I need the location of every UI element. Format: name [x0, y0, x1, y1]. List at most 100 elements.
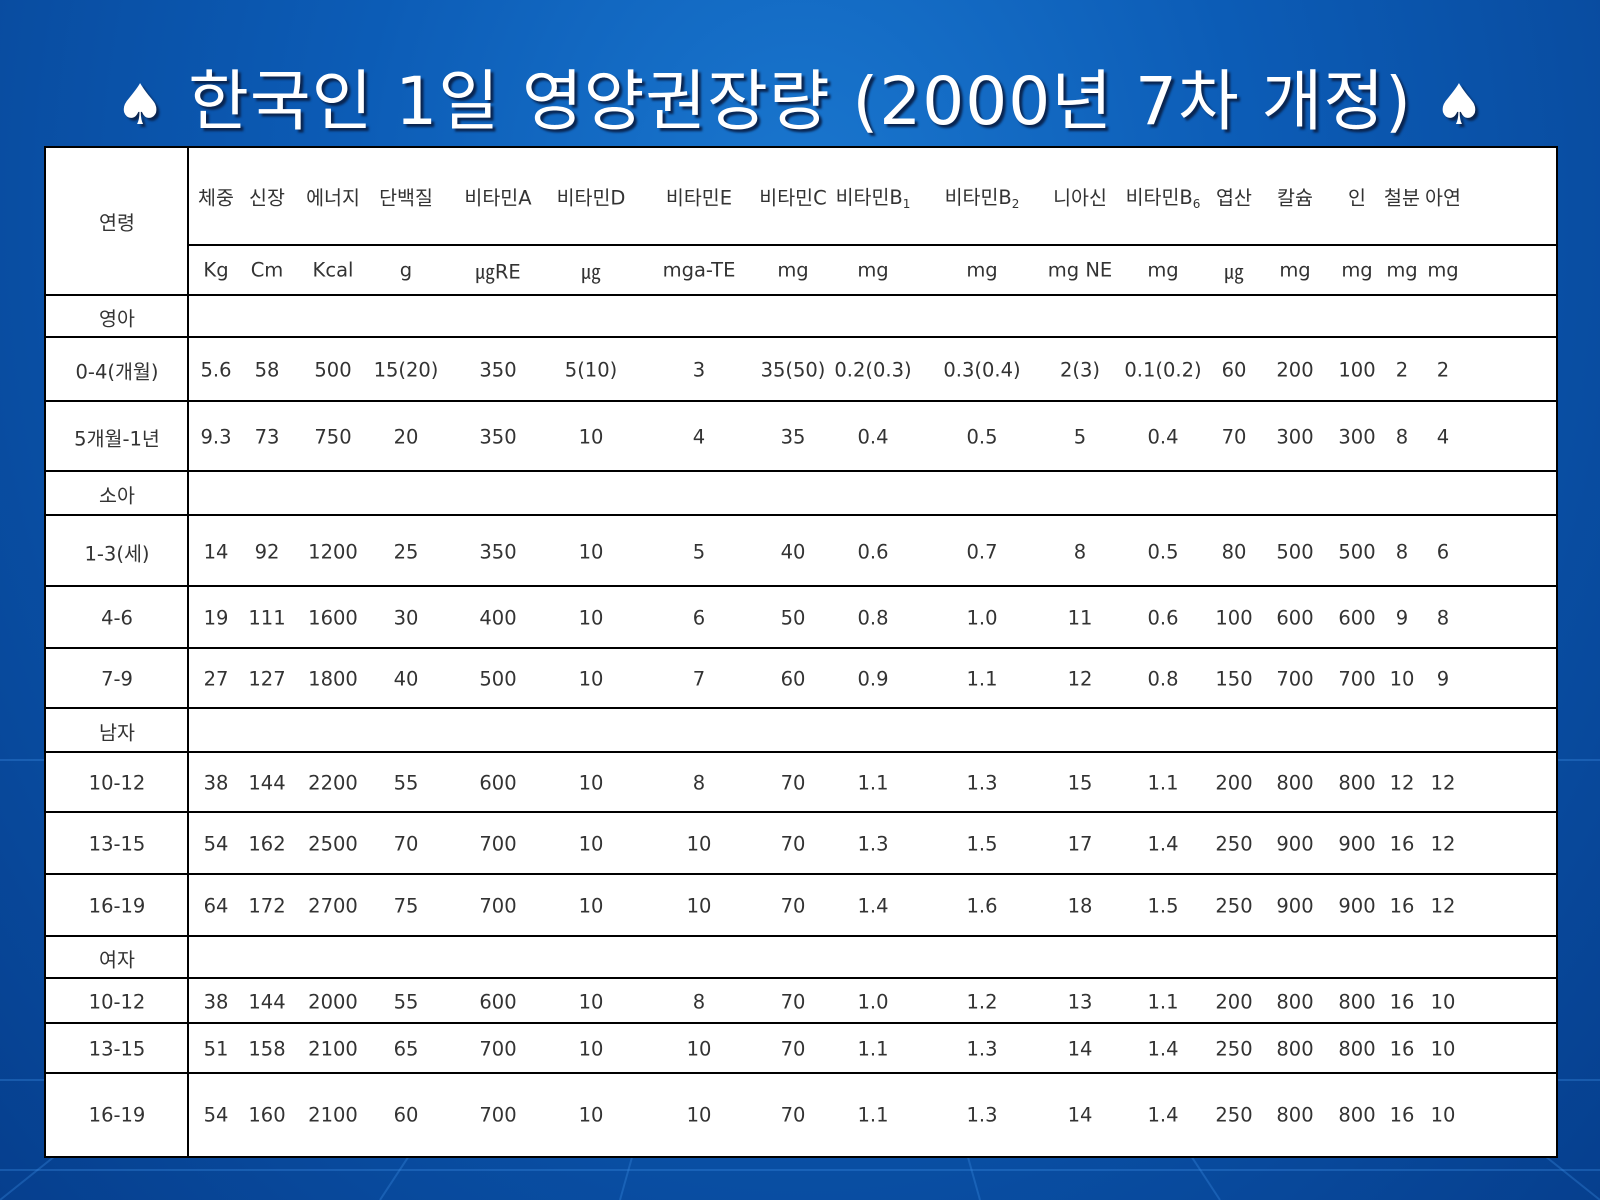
table-cell: 700 — [479, 1037, 517, 1061]
group-label: 소아 — [99, 484, 135, 508]
table-cell: 600 — [1338, 606, 1376, 630]
table-rule — [46, 647, 1556, 649]
table-cell: 1.2 — [966, 990, 998, 1013]
table-cell: 10 — [686, 1103, 712, 1127]
table-cell: 1.1 — [1147, 990, 1179, 1013]
table-cell: 500 — [479, 667, 517, 691]
table-cell: 1.3 — [857, 832, 889, 856]
table-cell: 14 — [203, 540, 229, 563]
table-cell: 6 — [1436, 540, 1450, 563]
table-cell: 51 — [203, 1037, 229, 1061]
table-cell: 600 — [479, 771, 517, 795]
table-rule — [46, 935, 1556, 937]
table-cell: 30 — [393, 606, 419, 630]
table-rule — [46, 707, 1556, 709]
column-unit: mg — [966, 258, 998, 282]
table-cell: 16 — [1389, 894, 1415, 918]
table-cell: 38 — [203, 990, 229, 1013]
table-cell: 8 — [692, 771, 706, 795]
table-cell: 10 — [686, 1037, 712, 1061]
column-unit: Kcal — [312, 258, 354, 282]
table-cell: 800 — [1276, 1037, 1314, 1061]
table-rule — [46, 751, 1556, 753]
table-cell: 0.8 — [857, 606, 889, 630]
column-unit: Cm — [250, 258, 284, 282]
table-cell: 10 — [578, 1103, 604, 1127]
table-cell: 54 — [203, 832, 229, 856]
table-cell: 38 — [203, 771, 229, 795]
table-cell: 1200 — [308, 540, 358, 563]
column-unit: mg — [1341, 258, 1373, 282]
group-label: 남자 — [99, 721, 135, 745]
table-cell: 6 — [692, 606, 706, 630]
column-unit: mg — [1147, 258, 1179, 282]
table-cell: 0.8 — [1147, 667, 1179, 691]
table-cell: 900 — [1276, 832, 1314, 856]
column-header: 비타민E — [665, 186, 733, 210]
table-cell: 60 — [1221, 358, 1247, 382]
table-cell: 12 — [1389, 771, 1415, 795]
table-cell: 35 — [780, 425, 806, 449]
table-cell: 0.2(0.3) — [834, 358, 912, 382]
table-cell: 40 — [780, 540, 806, 563]
spade-icon: ♠ — [1433, 73, 1486, 138]
table-cell: 60 — [780, 667, 806, 691]
table-cell: 9 — [1395, 606, 1409, 630]
table-cell: 250 — [1215, 1037, 1253, 1061]
table-cell: 70 — [780, 990, 806, 1013]
table-rule — [46, 336, 1556, 338]
age-label: 10-12 — [88, 990, 146, 1013]
table-cell: 75 — [393, 894, 419, 918]
table-cell: 7 — [692, 667, 706, 691]
table-rule — [46, 1072, 1556, 1074]
table-cell: 14 — [1067, 1103, 1093, 1127]
nutrition-table: 연령 체중 Kg 신장 Cm 에너지 Kcal 단백질 g 비타민A ㎍RE 비타민D ㎍ 비타민E mg… — [44, 146, 1558, 1158]
table-rule — [187, 244, 1556, 246]
table-cell: 900 — [1338, 832, 1376, 856]
table-cell: 0.5 — [966, 425, 998, 449]
table-cell: 65 — [393, 1037, 419, 1061]
table-cell: 600 — [1276, 606, 1314, 630]
column-header: 비타민B1 — [835, 186, 911, 211]
table-cell: 50 — [780, 606, 806, 630]
table-cell: 400 — [479, 606, 517, 630]
group-label: 여자 — [99, 948, 135, 972]
table-cell: 16 — [1389, 990, 1415, 1013]
age-label: 4-6 — [101, 606, 133, 630]
column-header: 체중 — [198, 186, 234, 210]
table-cell: 158 — [248, 1037, 286, 1061]
table-cell: 350 — [479, 425, 517, 449]
table-cell: 10 — [578, 606, 604, 630]
column-unit: mg — [777, 258, 809, 282]
column-unit: ㎍ — [1224, 260, 1244, 284]
spade-icon: ♠ — [114, 73, 167, 138]
table-cell: 150 — [1215, 667, 1253, 691]
table-cell: 9 — [1436, 667, 1450, 691]
table-column-divider — [187, 148, 189, 1156]
table-cell: 92 — [254, 540, 280, 563]
table-cell: 2100 — [308, 1103, 358, 1127]
table-cell: 55 — [393, 990, 419, 1013]
group-label: 영아 — [99, 307, 135, 331]
table-cell: 10 — [578, 894, 604, 918]
table-cell: 55 — [393, 771, 419, 795]
table-cell: 162 — [248, 832, 286, 856]
table-cell: 15(20) — [373, 358, 439, 382]
table-cell: 8 — [1436, 606, 1450, 630]
column-unit: mg — [857, 258, 889, 282]
table-cell: 250 — [1215, 894, 1253, 918]
table-cell: 0.4 — [857, 425, 889, 449]
table-cell: 700 — [479, 894, 517, 918]
age-header: 연령 — [99, 211, 135, 235]
table-cell: 70 — [393, 832, 419, 856]
table-cell: 200 — [1215, 771, 1253, 795]
table-cell: 10 — [578, 667, 604, 691]
age-label: 1-3(세) — [84, 542, 150, 565]
table-cell: 11 — [1067, 606, 1093, 630]
age-label: 13-15 — [88, 1037, 146, 1061]
table-cell: 70 — [780, 832, 806, 856]
table-cell: 8 — [1395, 540, 1409, 563]
table-cell: 300 — [1338, 425, 1376, 449]
table-cell: 111 — [248, 606, 286, 630]
column-header: 엽산 — [1216, 186, 1252, 210]
